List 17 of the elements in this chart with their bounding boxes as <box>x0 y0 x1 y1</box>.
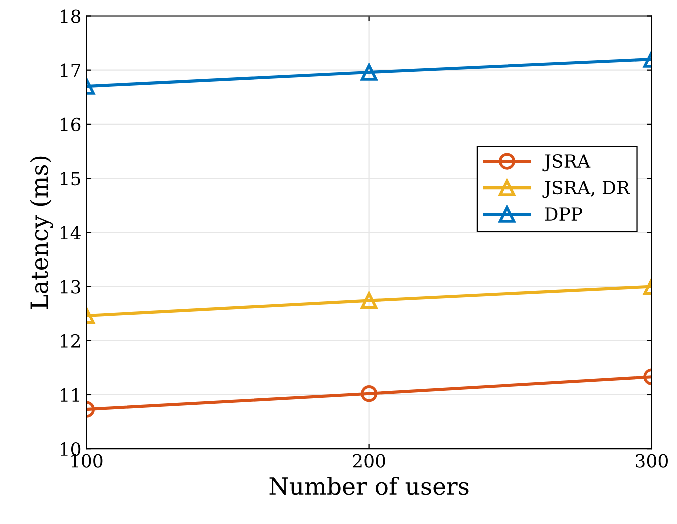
y-tick-label: 11 <box>61 388 80 402</box>
y-tick-label: 12 <box>61 334 80 348</box>
y-tick-label: 14 <box>61 226 81 240</box>
y-tick-label: 16 <box>61 118 81 132</box>
legend-label: DPP <box>545 208 582 221</box>
x-axis-title: Number of users <box>270 476 469 496</box>
y-tick-label: 17 <box>61 64 80 78</box>
y-tick-label: 10 <box>61 442 81 456</box>
legend-label: JSRA, DR <box>542 180 630 198</box>
x-tick-label: 100 <box>72 454 103 468</box>
legend-label: JSRA <box>542 154 591 172</box>
y-axis-title: Latency (ms) <box>30 156 54 310</box>
x-tick-label: 200 <box>353 454 386 468</box>
y-tick-label: 15 <box>61 172 80 186</box>
x-tick-label: 300 <box>636 454 668 468</box>
y-tick-label: 13 <box>61 280 80 294</box>
y-tick-label: 18 <box>61 10 81 24</box>
